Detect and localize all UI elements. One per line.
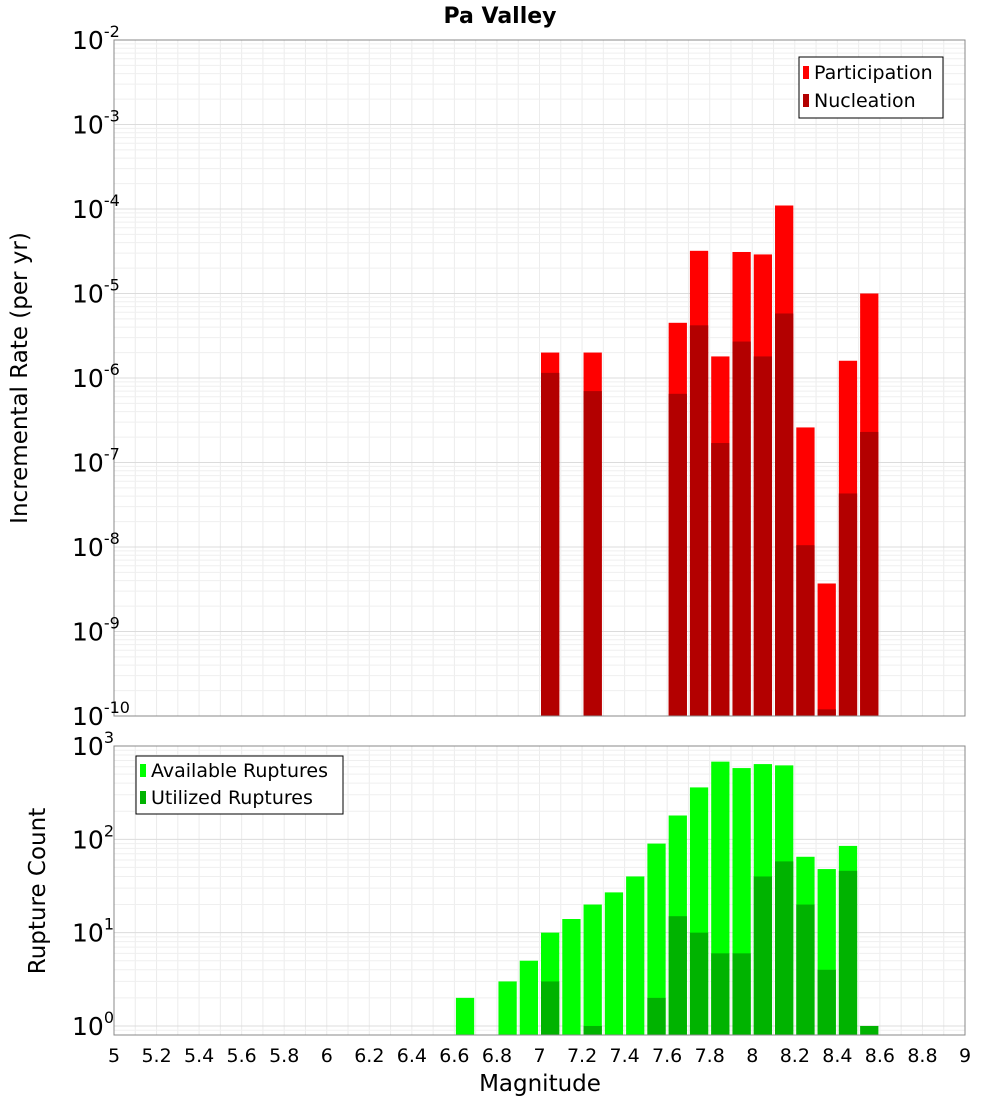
x-tick-label: 8 bbox=[746, 1045, 758, 1067]
x-tick-labels: 5 5.2 5.4 5.6 5.8 6 6.2 6.4 6.6 6.8 7 7.2 7.4 7.6 7.8 8… bbox=[108, 1045, 971, 1067]
legend-swatch-nucleation bbox=[803, 94, 809, 107]
bar-available-ruptures bbox=[562, 919, 581, 1035]
bar-available-ruptures bbox=[498, 981, 517, 1035]
x-tick-label: 6.2 bbox=[354, 1045, 384, 1067]
bottom-y-axis-label: Rupture Count bbox=[25, 808, 51, 974]
top-grid bbox=[113, 39, 966, 717]
y-tick-label: 10-7 bbox=[72, 445, 120, 478]
bar-utilized-ruptures bbox=[796, 904, 815, 1035]
x-tick-label: 5.8 bbox=[269, 1045, 299, 1067]
x-tick-label: 7 bbox=[533, 1045, 545, 1067]
top-legend: Participation Nucleation bbox=[798, 56, 944, 119]
bar-nucleation bbox=[860, 431, 879, 716]
x-tick-label: 8.4 bbox=[822, 1045, 852, 1067]
y-tick-label: 103 bbox=[72, 728, 114, 761]
x-tick-label: 6 bbox=[321, 1045, 333, 1067]
bar-utilized-ruptures bbox=[689, 932, 709, 1035]
x-tick-label: 5.2 bbox=[141, 1045, 171, 1067]
y-tick-label: 10-3 bbox=[72, 107, 120, 140]
bar-utilized-ruptures bbox=[732, 953, 751, 1035]
bar-available-ruptures bbox=[583, 904, 602, 1035]
bar-nucleation bbox=[689, 325, 709, 716]
x-tick-label: 8.8 bbox=[907, 1045, 937, 1067]
legend-swatch-participation bbox=[803, 66, 809, 79]
bottom-y-tick-labels: 100 101 102 103 bbox=[72, 728, 114, 1041]
legend-swatch-utilized bbox=[140, 791, 146, 804]
x-tick-label: 5 bbox=[108, 1045, 120, 1067]
bottom-panel: 100 101 102 103 5 5.2 5.4 5.6 5.8 6 6.2 6.4 6.6 6.8 7… bbox=[25, 728, 971, 1097]
bar-nucleation bbox=[775, 313, 794, 716]
y-tick-label: 101 bbox=[72, 915, 114, 948]
top-y-tick-labels: 10-10 10-9 10-8 10-7 10-6 10-5 10-4 10-3 10-2 bbox=[72, 22, 130, 731]
bar-available-ruptures bbox=[626, 876, 645, 1035]
chart-title: Pa Valley bbox=[443, 4, 556, 29]
x-tick-label: 6.8 bbox=[482, 1045, 512, 1067]
y-tick-label: 10-2 bbox=[72, 22, 120, 55]
bar-available-ruptures bbox=[455, 997, 475, 1035]
x-tick-label: 6.4 bbox=[397, 1045, 427, 1067]
bar-available-ruptures bbox=[604, 892, 624, 1035]
bottom-plot-frame bbox=[113, 745, 966, 1036]
bar-nucleation bbox=[796, 545, 815, 716]
legend-label-participation: Participation bbox=[814, 62, 933, 84]
legend-label-available: Available Ruptures bbox=[151, 760, 328, 782]
top-bars bbox=[541, 205, 879, 717]
bottom-legend: Available Ruptures Utilized Ruptures bbox=[135, 755, 344, 815]
legend-label-nucleation: Nucleation bbox=[814, 90, 916, 112]
bottom-legend-box bbox=[135, 755, 344, 815]
bar-utilized-ruptures bbox=[753, 876, 773, 1035]
bar-nucleation bbox=[668, 393, 687, 716]
y-tick-label: 10-4 bbox=[72, 191, 120, 224]
legend-swatch-available bbox=[140, 764, 146, 777]
top-y-axis-label: Incremental Rate (per yr) bbox=[7, 232, 33, 524]
bar-utilized-ruptures bbox=[583, 1025, 602, 1035]
bar-nucleation bbox=[838, 493, 858, 716]
bar-utilized-ruptures bbox=[668, 916, 687, 1035]
top-plot-frame bbox=[113, 39, 966, 717]
y-tick-label: 10-9 bbox=[72, 614, 120, 647]
x-tick-label: 9 bbox=[959, 1045, 971, 1067]
bar-nucleation bbox=[583, 391, 602, 716]
x-tick-label: 8.2 bbox=[780, 1045, 810, 1067]
bar-utilized-ruptures bbox=[647, 997, 666, 1035]
bar-nucleation bbox=[817, 709, 836, 716]
x-tick-label: 5.4 bbox=[184, 1045, 214, 1067]
y-tick-label: 10-8 bbox=[72, 529, 120, 562]
x-axis-label: Magnitude bbox=[479, 1071, 601, 1097]
y-tick-label: 10-6 bbox=[72, 360, 120, 393]
bar-nucleation bbox=[732, 341, 751, 716]
x-tick-label: 7.2 bbox=[567, 1045, 597, 1067]
x-tick-label: 7.8 bbox=[695, 1045, 725, 1067]
bar-utilized-ruptures bbox=[838, 870, 858, 1035]
x-tick-label: 6.6 bbox=[439, 1045, 469, 1067]
y-tick-label: 10-10 bbox=[72, 698, 130, 731]
bar-nucleation bbox=[711, 443, 730, 716]
bottom-bars bbox=[455, 761, 879, 1035]
top-panel: 10-10 10-9 10-8 10-7 10-6 10-5 10-4 10-3 10-2 In… bbox=[7, 22, 966, 731]
bar-utilized-ruptures bbox=[817, 969, 836, 1035]
bar-utilized-ruptures bbox=[541, 981, 560, 1035]
bar-utilized-ruptures bbox=[775, 861, 794, 1035]
bar-utilized-ruptures bbox=[860, 1025, 879, 1035]
bar-available-ruptures bbox=[647, 843, 666, 1035]
x-tick-label: 5.6 bbox=[227, 1045, 257, 1067]
top-legend-box bbox=[798, 56, 944, 119]
y-tick-label: 10-5 bbox=[72, 276, 120, 309]
bar-participation bbox=[817, 583, 836, 716]
y-tick-label: 102 bbox=[72, 821, 114, 854]
bar-available-ruptures bbox=[519, 960, 538, 1035]
bar-nucleation bbox=[541, 372, 560, 716]
y-tick-label: 100 bbox=[72, 1008, 114, 1041]
x-tick-label: 7.4 bbox=[609, 1045, 639, 1067]
bar-utilized-ruptures bbox=[711, 953, 730, 1035]
legend-label-utilized: Utilized Ruptures bbox=[151, 787, 313, 809]
x-tick-label: 8.6 bbox=[865, 1045, 895, 1067]
x-tick-label: 7.6 bbox=[652, 1045, 682, 1067]
bar-nucleation bbox=[753, 356, 773, 716]
